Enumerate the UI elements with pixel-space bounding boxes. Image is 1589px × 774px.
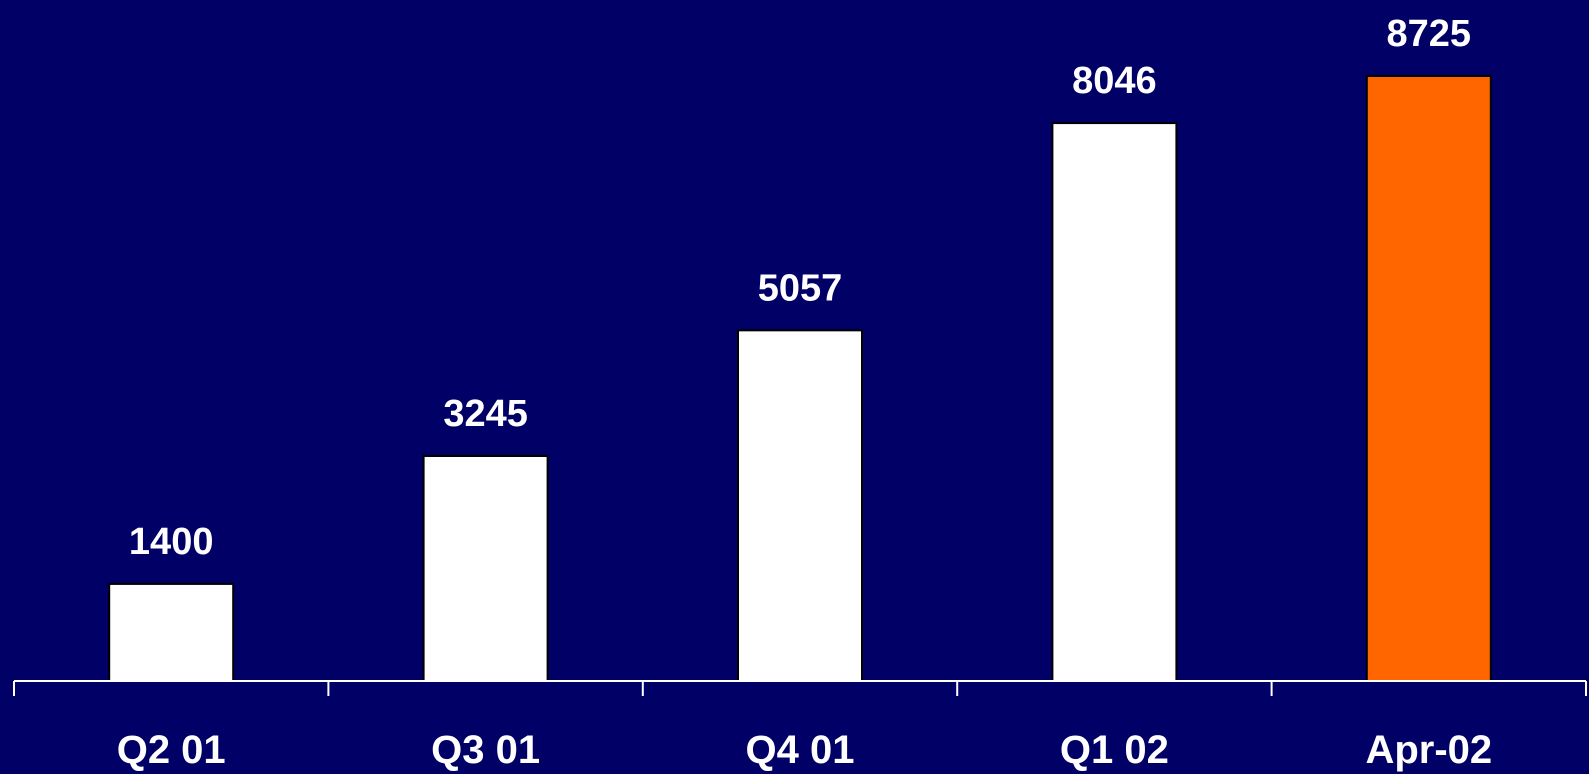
x-axis-ticks bbox=[13, 681, 1587, 696]
bar-q4-01 bbox=[737, 329, 863, 682]
bars bbox=[108, 75, 1492, 682]
data-label-apr-02: 8725 bbox=[1387, 13, 1472, 55]
bar-q1-02 bbox=[1051, 122, 1178, 682]
x-tick-label-q1-02: Q1 02 bbox=[1060, 728, 1169, 772]
data-label-q3-01: 3245 bbox=[443, 393, 528, 435]
bar-apr-02 bbox=[1365, 75, 1492, 682]
data-label-q1-02: 8046 bbox=[1072, 60, 1157, 102]
data-label-q2-01: 1400 bbox=[129, 521, 214, 563]
x-axis-tick-labels: Q2 01 Q3 01 Q4 01 Q1 02 Apr-02 bbox=[117, 728, 1492, 772]
data-label-q4-01: 5057 bbox=[758, 267, 843, 309]
x-tick-label-q2-01: Q2 01 bbox=[117, 728, 226, 772]
bar-q2-01 bbox=[108, 582, 235, 682]
data-labels: 1400 3245 5057 8046 8725 bbox=[129, 13, 1471, 563]
bar-q3-01 bbox=[422, 454, 549, 682]
x-tick-label-q4-01: Q4 01 bbox=[746, 728, 855, 772]
x-tick-label-apr-02: Apr-02 bbox=[1365, 728, 1492, 772]
x-tick-label-q3-01: Q3 01 bbox=[431, 728, 540, 772]
